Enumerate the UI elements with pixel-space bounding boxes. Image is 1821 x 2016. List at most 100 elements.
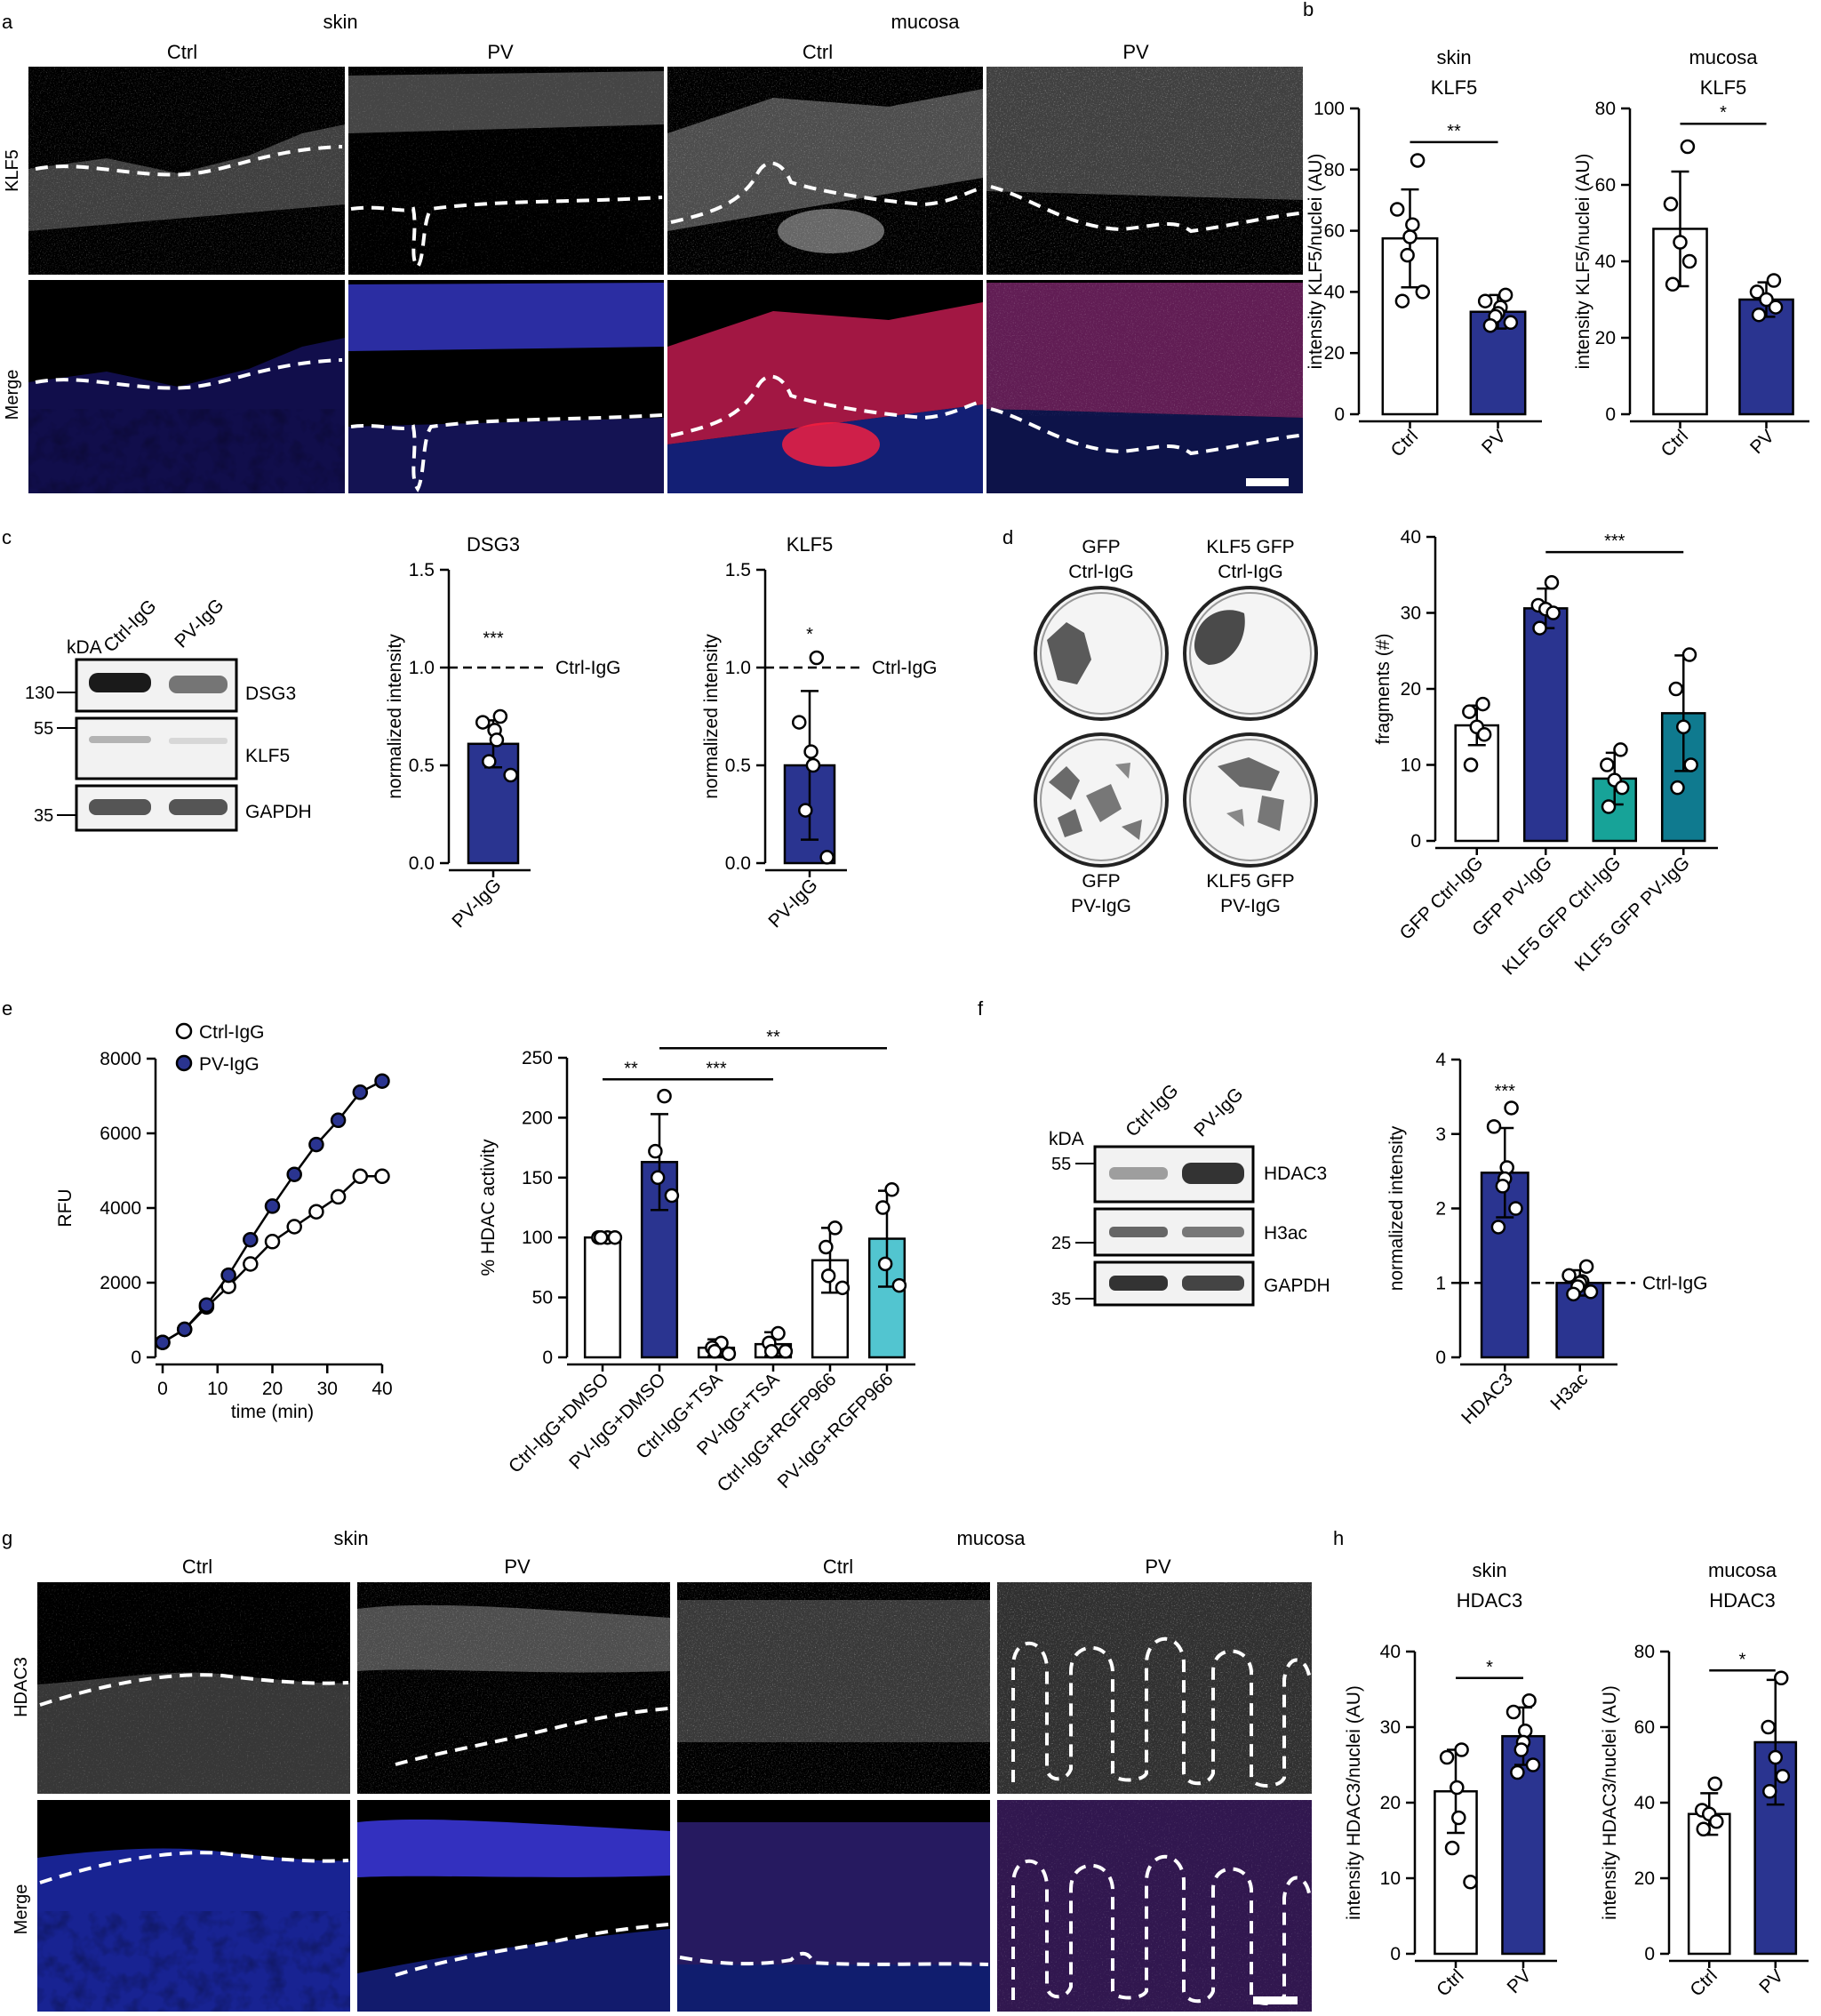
column-label-3: Ctrl xyxy=(803,41,833,63)
data-point xyxy=(1482,317,1498,333)
kda-marker-f-25: 25 xyxy=(1051,1234,1071,1253)
well-klf5-gfp-pv-igg xyxy=(1183,732,1318,868)
y-tick-label: 0.5 xyxy=(725,756,751,776)
data-point xyxy=(707,1344,723,1359)
micrograph-klf5-skin-ctrl xyxy=(28,67,345,275)
y-tick-label: 2 xyxy=(1435,1199,1446,1220)
x-tick-label: Ctrl-IgG+DMSO xyxy=(505,1369,612,1476)
group-label-skin: skin xyxy=(323,11,357,33)
scale-bar-g xyxy=(1253,1996,1298,2004)
y-tick-label: 1.0 xyxy=(409,658,435,678)
chart-h-mucosa: mucosa HDAC3 0 20 40 60 80 intensity HDAC3/nucl… xyxy=(1600,1559,1809,2001)
data-point xyxy=(1451,1810,1466,1826)
data-point xyxy=(1751,307,1767,323)
data-point xyxy=(803,744,819,759)
y-tick-label: 10 xyxy=(1401,756,1421,776)
panel-letter-c: c xyxy=(2,526,12,548)
kda-marker-130: 130 xyxy=(25,684,54,703)
band-label-gapdh-f: GAPDH xyxy=(1264,1276,1330,1296)
data-point xyxy=(891,1277,907,1293)
significance-label: *** xyxy=(1604,532,1625,551)
data-point xyxy=(1498,287,1514,303)
data-point xyxy=(1504,1100,1519,1116)
kda-label-f: kDA xyxy=(1049,1129,1084,1149)
y-tick-label: 250 xyxy=(522,1048,553,1068)
chart-c-dsg3: DSG3 0.0 0.5 1.0 1.5 normalized intensity Ctrl… xyxy=(385,533,621,932)
x-tick-label: PV xyxy=(1478,426,1510,458)
data-point xyxy=(1545,605,1561,620)
x-tick-label: KLF5 GFP PV-IgG xyxy=(1571,852,1694,975)
y-tick-label: 40 xyxy=(1324,282,1345,302)
legend-label: PV-IgG xyxy=(199,1054,260,1075)
y-tick-label: 20 xyxy=(1401,679,1421,700)
data-point xyxy=(1680,139,1696,155)
data-point xyxy=(1681,253,1697,269)
y-tick-label: 40 xyxy=(1380,1642,1401,1662)
legend-marker xyxy=(175,1022,193,1040)
band-label-gapdh: GAPDH xyxy=(245,802,312,822)
y-tick-label: 0 xyxy=(1605,404,1616,425)
series-point xyxy=(374,1168,390,1185)
chart-title-b_mucosa: mucosa xyxy=(1689,46,1758,68)
data-point xyxy=(1439,1749,1455,1765)
y-tick-label: 40 xyxy=(1595,252,1616,272)
data-point xyxy=(1410,153,1426,168)
micrograph-hdac3-skin-pv xyxy=(357,1582,670,1794)
data-point xyxy=(835,1280,851,1296)
significance-label: * xyxy=(1486,1658,1493,1677)
data-point xyxy=(1400,247,1415,263)
x-tick-label: Ctrl xyxy=(1387,426,1422,460)
series-point xyxy=(352,1168,369,1185)
series-point xyxy=(308,1136,324,1153)
data-point xyxy=(820,1268,836,1284)
micrograph-hdac3-skin-ctrl xyxy=(37,1582,350,1794)
micrograph-merge-mucosa-ctrl xyxy=(667,280,983,493)
chart-title-h_skin: skin xyxy=(1472,1559,1506,1581)
y-tick-label: 0 xyxy=(542,1348,553,1368)
band-label-h3ac: H3ac xyxy=(1264,1223,1307,1244)
data-point xyxy=(1773,1670,1789,1685)
bar-ctrl-igg-dmso xyxy=(583,1236,622,1359)
data-point xyxy=(827,1220,843,1236)
data-point xyxy=(1665,276,1681,292)
row-label-g-merge: Merge xyxy=(12,1884,31,1935)
data-point xyxy=(1510,1764,1525,1780)
data-point xyxy=(492,708,508,724)
data-point xyxy=(1673,235,1688,250)
series-point xyxy=(220,1267,236,1284)
data-point xyxy=(489,732,505,748)
well-label-2-top: KLF5 GFP xyxy=(1206,537,1294,557)
western-blot-gapdh xyxy=(75,784,238,832)
y-tick-label: 1.5 xyxy=(409,560,435,580)
chart-b-mucosa: mucosa KLF5 0 20 40 60 80 intensity KLF5/nuclei… xyxy=(1573,46,1809,461)
panel-letter-e: e xyxy=(2,997,12,1020)
data-point xyxy=(1566,1286,1581,1302)
data-point xyxy=(1444,1840,1460,1856)
y-axis-label: intensity KLF5/nuclei (AU) xyxy=(1306,154,1326,370)
data-point xyxy=(1508,1201,1523,1216)
data-point xyxy=(1463,1875,1478,1890)
y-axis-label: % HDAC activity xyxy=(478,1139,499,1276)
data-point xyxy=(1544,575,1560,590)
data-point xyxy=(1663,196,1679,212)
data-point xyxy=(1389,202,1405,217)
chart-h-skin: skin HDAC3 0 10 20 30 40 intensity HDAC3/nuclei… xyxy=(1344,1559,1557,2001)
data-point xyxy=(1394,293,1410,308)
y-tick-label: 150 xyxy=(522,1168,553,1188)
panel-b: b skin KLF5 0 20 40 60 80 100 intensity KLF5/nuc… xyxy=(1303,0,1809,461)
y-tick-label: 20 xyxy=(1380,1793,1401,1813)
x-tick-label: Ctrl xyxy=(1433,1965,1467,2000)
data-point xyxy=(607,1229,623,1245)
data-point xyxy=(1402,229,1418,244)
data-point xyxy=(593,1229,609,1245)
reference-line-label: Ctrl-IgG xyxy=(1642,1273,1708,1293)
y-tick-label: 80 xyxy=(1595,99,1616,119)
series-point xyxy=(308,1204,324,1220)
data-point xyxy=(1463,757,1479,772)
series-point xyxy=(352,1084,369,1100)
reference-line-label: Ctrl-IgG xyxy=(555,658,621,678)
data-point xyxy=(877,1256,893,1272)
data-point xyxy=(1761,1719,1776,1735)
well-gfp-ctrl-igg xyxy=(1034,586,1169,721)
well-label-1-top: GFP xyxy=(1082,537,1120,557)
